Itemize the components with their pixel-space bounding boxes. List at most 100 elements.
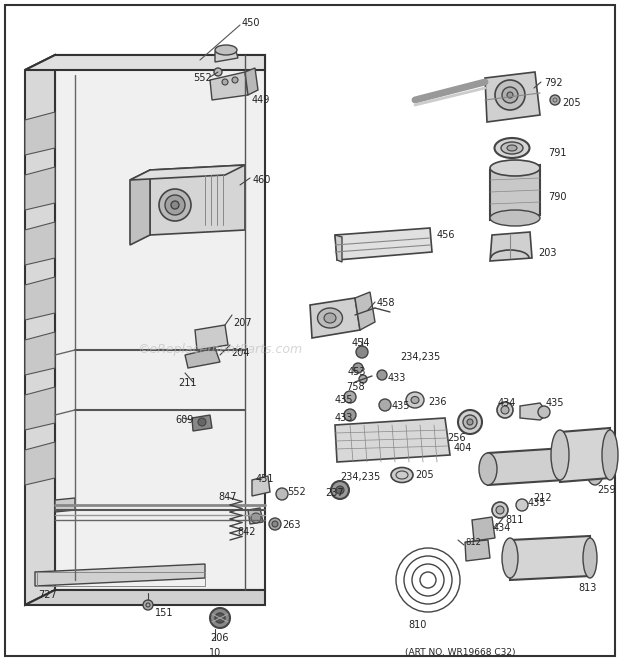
Text: 211: 211 bbox=[178, 378, 197, 388]
Text: 727: 727 bbox=[38, 590, 57, 600]
Text: 433: 433 bbox=[388, 373, 406, 383]
Ellipse shape bbox=[496, 506, 504, 514]
Polygon shape bbox=[25, 590, 265, 605]
Ellipse shape bbox=[497, 402, 513, 418]
Polygon shape bbox=[465, 540, 490, 561]
Polygon shape bbox=[150, 165, 245, 235]
Ellipse shape bbox=[411, 397, 419, 403]
Ellipse shape bbox=[507, 92, 513, 98]
Text: 206: 206 bbox=[210, 633, 229, 643]
Ellipse shape bbox=[586, 453, 604, 485]
Ellipse shape bbox=[501, 142, 523, 154]
Text: 458: 458 bbox=[377, 298, 396, 308]
Circle shape bbox=[377, 370, 387, 380]
Ellipse shape bbox=[479, 453, 497, 485]
Ellipse shape bbox=[215, 45, 237, 55]
Ellipse shape bbox=[458, 410, 482, 434]
Circle shape bbox=[215, 613, 225, 623]
Text: 812: 812 bbox=[465, 538, 481, 547]
Ellipse shape bbox=[391, 467, 413, 483]
Ellipse shape bbox=[516, 499, 528, 511]
Text: 237: 237 bbox=[325, 488, 343, 498]
Text: 552: 552 bbox=[287, 487, 306, 497]
Ellipse shape bbox=[538, 406, 550, 418]
Ellipse shape bbox=[501, 406, 509, 414]
Polygon shape bbox=[245, 68, 258, 95]
Polygon shape bbox=[25, 167, 55, 210]
Ellipse shape bbox=[171, 201, 179, 209]
Polygon shape bbox=[192, 415, 212, 431]
Circle shape bbox=[344, 409, 356, 421]
Text: 256: 256 bbox=[447, 433, 466, 443]
Ellipse shape bbox=[507, 145, 517, 151]
Text: 236: 236 bbox=[428, 397, 446, 407]
Polygon shape bbox=[310, 298, 360, 338]
Polygon shape bbox=[25, 55, 265, 70]
Text: 449: 449 bbox=[252, 95, 270, 105]
Circle shape bbox=[379, 399, 391, 411]
Text: 791: 791 bbox=[548, 148, 567, 158]
Polygon shape bbox=[355, 292, 375, 330]
Ellipse shape bbox=[492, 502, 508, 518]
Text: 847: 847 bbox=[218, 492, 236, 502]
Polygon shape bbox=[488, 446, 595, 485]
Circle shape bbox=[272, 521, 278, 527]
Bar bbox=[37, 572, 205, 586]
Polygon shape bbox=[25, 442, 55, 485]
Polygon shape bbox=[25, 55, 55, 605]
Ellipse shape bbox=[495, 138, 529, 158]
Polygon shape bbox=[248, 508, 263, 524]
Text: 792: 792 bbox=[544, 78, 562, 88]
Polygon shape bbox=[130, 165, 245, 180]
Polygon shape bbox=[210, 72, 248, 100]
Ellipse shape bbox=[602, 430, 618, 480]
Polygon shape bbox=[25, 112, 55, 155]
Ellipse shape bbox=[502, 87, 518, 103]
Circle shape bbox=[336, 486, 344, 494]
Text: 434: 434 bbox=[498, 398, 516, 408]
Text: 151: 151 bbox=[155, 608, 174, 618]
Polygon shape bbox=[55, 498, 75, 512]
Polygon shape bbox=[195, 325, 228, 350]
Ellipse shape bbox=[490, 210, 540, 226]
Text: 810: 810 bbox=[408, 620, 427, 630]
Text: 842: 842 bbox=[237, 527, 255, 537]
Ellipse shape bbox=[463, 415, 477, 429]
Circle shape bbox=[143, 600, 153, 610]
Text: 263: 263 bbox=[282, 520, 301, 530]
Polygon shape bbox=[520, 403, 548, 420]
Ellipse shape bbox=[495, 80, 525, 110]
Text: ©eReplacementParts.com: ©eReplacementParts.com bbox=[138, 344, 303, 356]
Text: 234,235: 234,235 bbox=[400, 352, 440, 362]
Text: 435: 435 bbox=[335, 395, 353, 405]
Text: 451: 451 bbox=[256, 474, 275, 484]
Text: 435: 435 bbox=[528, 498, 546, 508]
Text: 404: 404 bbox=[454, 443, 472, 453]
Text: 460: 460 bbox=[253, 175, 272, 185]
Ellipse shape bbox=[502, 538, 518, 578]
Circle shape bbox=[222, 79, 228, 85]
Ellipse shape bbox=[406, 392, 424, 408]
Circle shape bbox=[344, 391, 356, 403]
Text: 609: 609 bbox=[175, 415, 193, 425]
Text: 813: 813 bbox=[578, 583, 596, 593]
Polygon shape bbox=[130, 170, 150, 245]
Text: 204: 204 bbox=[231, 348, 249, 358]
Polygon shape bbox=[510, 536, 590, 580]
Text: 234,235: 234,235 bbox=[340, 472, 380, 482]
Polygon shape bbox=[335, 228, 432, 260]
Text: 450: 450 bbox=[242, 18, 260, 28]
Polygon shape bbox=[25, 332, 55, 375]
Text: 259: 259 bbox=[597, 485, 616, 495]
Circle shape bbox=[550, 95, 560, 105]
Circle shape bbox=[353, 363, 363, 373]
Text: 435: 435 bbox=[546, 398, 564, 408]
Text: 207: 207 bbox=[233, 318, 252, 328]
Circle shape bbox=[214, 68, 222, 76]
Circle shape bbox=[210, 608, 230, 628]
Ellipse shape bbox=[551, 430, 569, 480]
Polygon shape bbox=[335, 235, 342, 262]
Circle shape bbox=[198, 418, 206, 426]
Circle shape bbox=[232, 77, 238, 83]
Polygon shape bbox=[335, 418, 450, 462]
